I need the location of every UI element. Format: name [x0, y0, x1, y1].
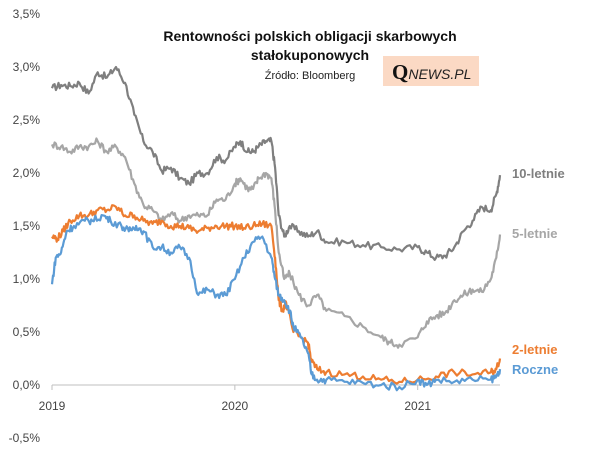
- x-axis: 2019 2020 2021: [39, 384, 500, 413]
- series-labels: 10-letnie 5-letnie 2-letnie Roczne: [512, 166, 565, 377]
- series-label-Roczne: Roczne: [512, 362, 558, 377]
- y-tick-label: -0,5%: [9, 431, 41, 445]
- series-line-10-letnie: [50, 65, 502, 261]
- series-label-10-letnie: 10-letnie: [512, 166, 565, 181]
- y-axis: 3,5% 3,0% 2,5% 2,0% 1,5% 1,0% 0,5% 0,0% -0,5%: [9, 7, 41, 445]
- chart-title-line-2: stałokuponowych: [251, 47, 369, 63]
- y-tick-label: 2,0%: [13, 166, 41, 180]
- x-tick-label: 2021: [404, 399, 431, 413]
- series-label-5-letnie: 5-letnie: [512, 226, 558, 241]
- logo-text: NEWS.PL: [408, 66, 471, 82]
- series-label-2-letnie: 2-letnie: [512, 342, 558, 357]
- y-tick-label: 3,5%: [13, 7, 41, 21]
- y-tick-label: 0,5%: [13, 325, 41, 339]
- series-line-5-letnie: [50, 137, 502, 349]
- qnews-logo: QNEWS.PL: [383, 56, 479, 86]
- logo-background: [383, 56, 479, 86]
- x-tick-label: 2019: [39, 399, 66, 413]
- y-tick-label: 3,0%: [13, 60, 41, 74]
- y-tick-label: 0,0%: [13, 378, 41, 392]
- x-tick-label: 2020: [222, 399, 249, 413]
- chart-title-line-1: Rentowności polskich obligacji skarbowyc…: [163, 28, 456, 44]
- series-lines: [50, 65, 502, 392]
- series-line-2-letnie: [51, 204, 502, 385]
- chart-source: Źródło: Bloomberg: [265, 69, 356, 82]
- y-tick-label: 2,5%: [13, 113, 41, 127]
- y-tick-label: 1,0%: [13, 272, 41, 286]
- series-line-Roczne: [50, 214, 502, 392]
- logo-q: Q: [392, 60, 408, 84]
- y-tick-label: 1,5%: [13, 219, 41, 233]
- svg-text:QNEWS.PL: QNEWS.PL: [392, 60, 471, 84]
